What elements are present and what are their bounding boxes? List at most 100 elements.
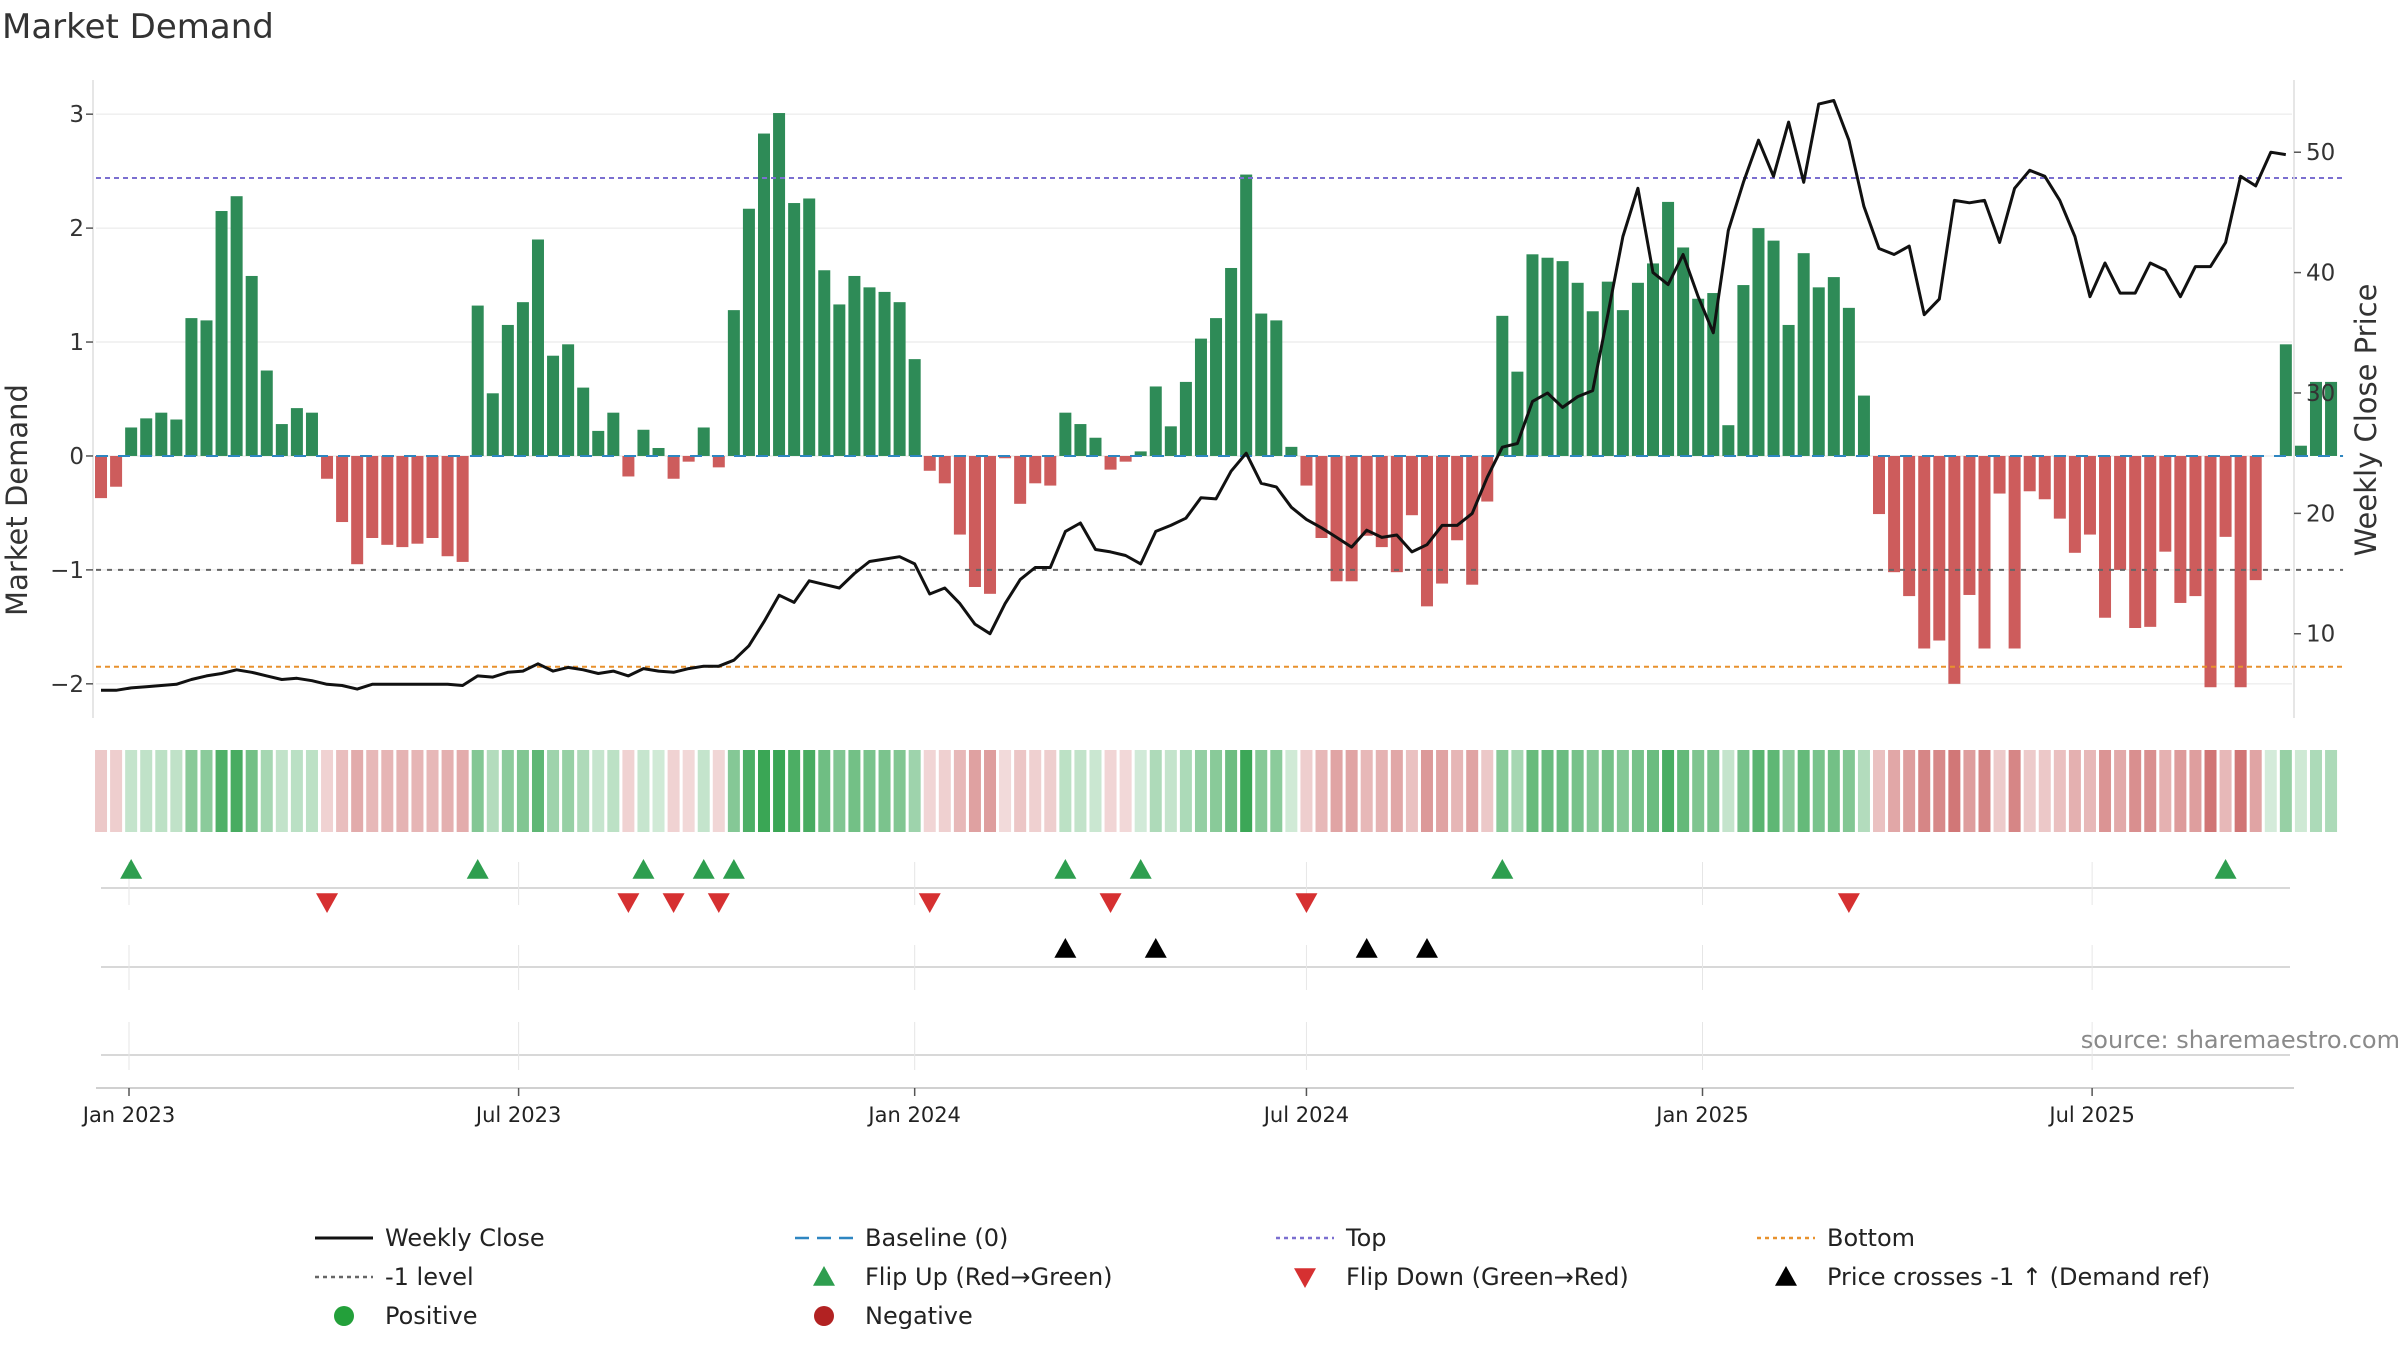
positive-bar <box>1526 254 1539 456</box>
flip-up-marker <box>1491 859 1514 879</box>
positive-bar <box>547 355 560 456</box>
positive-bar <box>230 196 243 456</box>
heat-cell <box>1014 750 1027 832</box>
negative-bar <box>1436 455 1449 584</box>
left-tick-label: 1 <box>69 330 84 356</box>
heat-cell <box>230 750 243 832</box>
heat-cell <box>2159 750 2172 832</box>
legend: Weekly Close Baseline (0) Top Bottom -1 leve… <box>315 1224 2210 1330</box>
heat-cell <box>622 750 635 832</box>
heat-cell <box>531 750 544 832</box>
heat-cell <box>999 750 1012 832</box>
heat-cell <box>953 750 966 832</box>
negative-bar <box>2038 455 2051 500</box>
heat-cell <box>396 750 409 832</box>
heat-cell <box>486 750 499 832</box>
negative-bar <box>1918 455 1931 649</box>
positive-bar <box>1255 313 1268 456</box>
heat-cell <box>471 750 484 832</box>
negative-bar <box>456 455 469 562</box>
price-cross-marker <box>1415 938 1438 958</box>
left-tick-label: 2 <box>69 216 84 242</box>
negative-bar <box>622 455 635 477</box>
date-tick-label: Jan 2024 <box>866 1103 961 1127</box>
heat-cell <box>2083 750 2096 832</box>
negative-bar <box>1300 455 1313 486</box>
heat-cell <box>667 750 680 832</box>
heat-cell <box>2099 750 2112 832</box>
positive-bar <box>1556 261 1569 456</box>
heat-cell <box>1857 750 1870 832</box>
right-tick-label: 10 <box>2306 622 2335 648</box>
heat-cell <box>2294 750 2307 832</box>
heat-cell <box>2264 750 2277 832</box>
heat-cell <box>200 750 213 832</box>
reference-lines <box>96 176 2344 668</box>
heat-cell <box>968 750 981 832</box>
legend-triangle-down-icon <box>1294 1268 1316 1288</box>
heat-cell <box>1677 750 1690 832</box>
heat-cell <box>1179 750 1192 832</box>
legend-triangle-up-icon <box>1775 1266 1797 1286</box>
flip-up-marker <box>1129 859 1152 879</box>
heat-cell <box>984 750 997 832</box>
heat-cell <box>2129 750 2142 832</box>
positive-bar <box>1270 320 1283 456</box>
flip-up-marker <box>120 859 143 879</box>
positive-bar <box>1692 298 1705 456</box>
heat-cell <box>1827 750 1840 832</box>
heat-cell <box>1496 750 1509 832</box>
positive-bar <box>1707 293 1720 456</box>
negative-bar <box>1315 455 1328 538</box>
negative-bar <box>2249 455 2262 581</box>
legend-item: Price crosses -1 ↑ (Demand ref) <box>1775 1263 2210 1291</box>
legend-item: Weekly Close <box>315 1224 545 1252</box>
heat-cell <box>2204 750 2217 832</box>
positive-bar <box>2325 381 2338 456</box>
heat-cell <box>321 750 334 832</box>
heat-cell <box>1556 750 1569 832</box>
positive-bar <box>125 427 138 456</box>
legend-item: Flip Up (Red→Green) <box>813 1263 1113 1291</box>
negative-bar <box>938 455 951 484</box>
heat-cell <box>290 750 303 832</box>
negative-bar <box>984 455 997 594</box>
flip-up-marker <box>692 859 715 879</box>
positive-bar <box>1179 381 1192 456</box>
negative-bar <box>1451 455 1464 541</box>
positive-bar <box>577 387 590 456</box>
positive-bar <box>1149 386 1162 456</box>
negative-bar <box>999 455 1012 459</box>
heat-cell <box>1074 750 1087 832</box>
heat-cell <box>547 750 560 832</box>
heat-cell <box>938 750 951 832</box>
positive-bar <box>1767 240 1780 456</box>
heat-cell <box>592 750 605 832</box>
negative-bar <box>1405 455 1418 516</box>
heat-cell <box>848 750 861 832</box>
heat-cell <box>1164 750 1177 832</box>
heat-cell <box>1210 750 1223 832</box>
heat-cell <box>1466 750 1479 832</box>
heat-cell <box>351 750 364 832</box>
positive-bar <box>260 370 273 456</box>
legend-item: Top <box>1276 1224 1387 1252</box>
heat-cell <box>426 750 439 832</box>
heat-cell <box>637 750 650 832</box>
negative-bar <box>1330 455 1343 582</box>
heat-cell <box>245 750 258 832</box>
negative-bar <box>441 455 454 557</box>
negative-bar <box>1104 455 1117 470</box>
legend-label: Weekly Close <box>385 1224 545 1252</box>
negative-bar <box>95 455 108 499</box>
price-cross-marker <box>1144 938 1167 958</box>
negative-bar <box>1888 455 1901 573</box>
positive-bar <box>185 318 198 456</box>
negative-bar <box>1948 455 1961 684</box>
heat-cell <box>1842 750 1855 832</box>
positive-bar <box>1074 424 1087 456</box>
heat-cell <box>1903 750 1916 832</box>
heat-cell <box>1089 750 1102 832</box>
heat-cell <box>1345 750 1358 832</box>
positive-bar <box>1812 287 1825 456</box>
